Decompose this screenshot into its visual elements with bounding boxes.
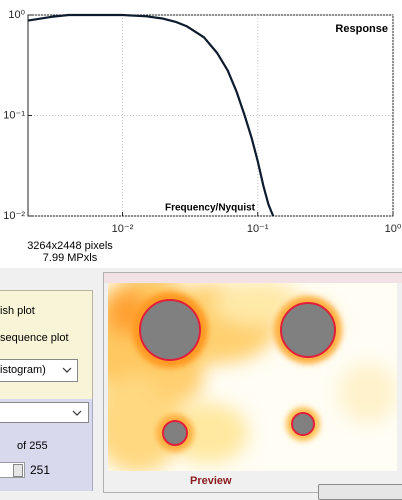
spinner-value[interactable]: 251 [30, 463, 51, 477]
dropdown-arrow [72, 410, 82, 416]
radio-option[interactable]: sequence plot [0, 332, 69, 344]
slider-thumb[interactable] [13, 464, 23, 477]
slider[interactable] [0, 462, 25, 478]
radio-option[interactable]: ish plot [0, 305, 35, 317]
button[interactable] [318, 484, 402, 500]
x-axis-label: Frequency/Nyquist [165, 203, 256, 214]
response-label: Response [335, 23, 388, 35]
x-tick-label: 10⁻¹ [247, 223, 269, 235]
image-info: 3264x2448 pixels 7.99 MPxls [22, 240, 118, 264]
x-tick-label: 10⁰ [385, 223, 402, 235]
preview-header [104, 273, 402, 283]
y-tick-label: 10⁻² [3, 210, 25, 222]
plot-options-panel: ish plot sequence plot istogram) [0, 290, 93, 400]
preview-label: Preview [190, 475, 232, 487]
preview-image [108, 283, 397, 471]
count-label: of 255 [17, 440, 48, 452]
response-chart: Response Frequency/Nyquist 10⁻² 10⁻¹ 10⁰ 10… [3, 9, 402, 235]
dropdown[interactable] [0, 402, 89, 423]
selection-panel: of 255 251 [0, 399, 93, 491]
image-megapixels: 7.99 MPxls [42, 252, 98, 264]
x-tick-label: 10⁻² [112, 223, 134, 235]
dropdown[interactable]: istogram) [0, 359, 78, 382]
image-size: 3264x2448 pixels [27, 240, 113, 252]
y-tick-label: 10⁰ [8, 9, 25, 21]
dropdown-arrow [62, 367, 72, 373]
dropdown-text: istogram) [0, 364, 46, 376]
y-tick-label: 10⁻¹ [3, 109, 25, 121]
response-curve [27, 13, 275, 217]
